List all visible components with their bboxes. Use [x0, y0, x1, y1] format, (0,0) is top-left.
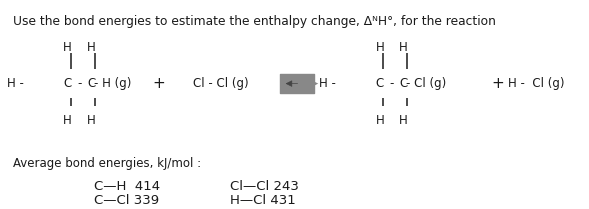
Text: H -: H - — [6, 77, 24, 90]
Text: Cl - Cl (g): Cl - Cl (g) — [193, 77, 249, 90]
Text: -: - — [389, 77, 394, 90]
Text: H: H — [87, 41, 95, 54]
Text: C: C — [376, 77, 384, 90]
Text: +: + — [491, 76, 504, 91]
Text: - H (g): - H (g) — [94, 77, 131, 90]
Text: C: C — [399, 77, 408, 90]
Text: - Cl (g): - Cl (g) — [406, 77, 446, 90]
Text: H -  Cl (g): H - Cl (g) — [508, 77, 564, 90]
Text: -: - — [77, 77, 82, 90]
Text: +: + — [153, 76, 166, 91]
Text: H—Cl 431: H—Cl 431 — [230, 194, 296, 207]
Text: H -: H - — [319, 77, 336, 90]
Text: H: H — [399, 114, 408, 127]
Text: H: H — [376, 41, 384, 54]
Text: H: H — [87, 114, 95, 127]
Text: H: H — [376, 114, 384, 127]
Text: Cl—Cl 243: Cl—Cl 243 — [230, 180, 299, 192]
Text: C—Cl 339: C—Cl 339 — [94, 194, 160, 207]
Text: Use the bond energies to estimate the enthalpy change, ΔᴺH°, for the reaction: Use the bond energies to estimate the en… — [13, 15, 496, 28]
Text: C—H  414: C—H 414 — [94, 180, 160, 192]
Text: Average bond energies, kJ/mol :: Average bond energies, kJ/mol : — [13, 157, 201, 169]
Text: C: C — [87, 77, 95, 90]
Text: H: H — [64, 114, 72, 127]
Text: H: H — [64, 41, 72, 54]
Text: H: H — [399, 41, 408, 54]
Text: C: C — [64, 77, 72, 90]
